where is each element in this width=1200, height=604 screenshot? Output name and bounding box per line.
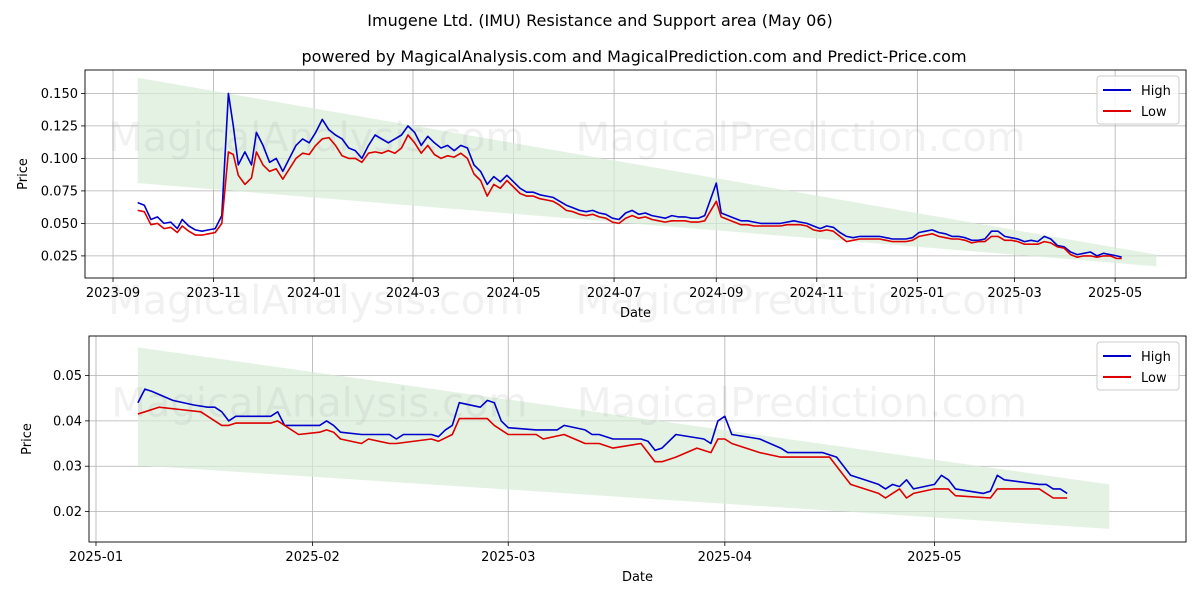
plot-frame <box>88 335 1187 543</box>
recent-detail-panel: MagicalAnalysis.com MagicalPrediction.com… <box>20 335 1187 585</box>
y-tick-label: 0.025 <box>41 249 78 264</box>
x-tick-label: 2025-01 <box>69 550 123 565</box>
x-axis-label: Date <box>622 570 653 585</box>
y-tick-label: 0.100 <box>41 152 78 167</box>
y-axis-label: Price <box>16 158 31 190</box>
series-line-low <box>137 406 1068 499</box>
y-tick-label: 0.02 <box>53 505 82 520</box>
x-tick-label: 2024-01 <box>287 286 341 301</box>
plot-frame <box>84 69 1187 279</box>
full-history-panel: MagicalAnalysis.com MagicalPrediction.com… <box>16 69 1187 324</box>
y-axis-label: Price <box>20 423 35 455</box>
y-tick-label: 0.075 <box>41 184 78 199</box>
x-tick-label: 2024-11 <box>790 286 844 301</box>
x-tick-label: 2025-02 <box>285 550 339 565</box>
resistance-support-band <box>137 77 1157 267</box>
x-tick-label: 2023-11 <box>186 286 240 301</box>
legend-label-low: Low <box>1141 371 1167 386</box>
watermark-analysis: MagicalAnalysis.com <box>111 380 527 426</box>
x-tick-label: 2025-05 <box>907 550 961 565</box>
y-tick-label: 0.04 <box>53 414 82 429</box>
x-tick-label: 2024-07 <box>587 286 641 301</box>
x-tick-label: 2025-01 <box>890 286 944 301</box>
y-tick-label: 0.03 <box>53 460 82 475</box>
x-tick-label: 2025-03 <box>987 286 1041 301</box>
chart-title: Imugene Ltd. (IMU) Resistance and Suppor… <box>367 11 832 30</box>
y-tick-label: 0.150 <box>41 87 78 102</box>
x-tick-label: 2025-03 <box>481 550 535 565</box>
y-tick-label: 0.05 <box>53 369 82 384</box>
series-line-high <box>137 92 1122 258</box>
x-tick-label: 2023-09 <box>86 286 140 301</box>
legend-label-high: High <box>1141 84 1171 99</box>
watermark-prediction: MagicalPrediction.com <box>576 115 1026 161</box>
watermark-analysis: MagicalAnalysis.com <box>108 278 524 324</box>
x-tick-label: 2024-09 <box>689 286 743 301</box>
legend: High Low <box>1096 75 1180 125</box>
y-tick-label: 0.050 <box>41 217 78 232</box>
series-line-low <box>137 134 1122 260</box>
resistance-support-band <box>137 347 1110 529</box>
x-tick-label: 2025-04 <box>698 550 752 565</box>
chart-subtitle: powered by MagicalAnalysis.com and Magic… <box>301 47 966 66</box>
series-line-high <box>137 388 1068 495</box>
legend-label-low: Low <box>1141 105 1167 120</box>
watermark-analysis: MagicalAnalysis.com <box>108 115 524 161</box>
x-tick-label: 2024-03 <box>386 286 440 301</box>
watermark-prediction: MagicalPrediction.com <box>577 380 1027 426</box>
legend: High Low <box>1096 341 1180 391</box>
watermark-prediction: MagicalPrediction.com <box>576 278 1026 324</box>
legend-label-high: High <box>1141 350 1171 365</box>
x-tick-label: 2025-05 <box>1088 286 1142 301</box>
x-axis-label: Date <box>620 306 651 321</box>
y-tick-label: 0.125 <box>41 119 78 134</box>
x-tick-label: 2024-05 <box>486 286 540 301</box>
